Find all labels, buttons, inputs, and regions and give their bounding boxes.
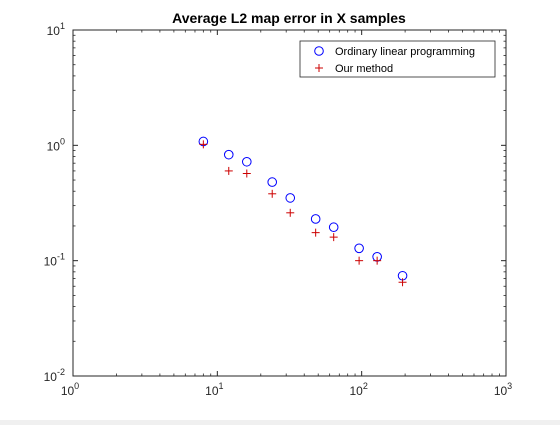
plus-marker: [242, 169, 251, 178]
plus-marker: [311, 228, 320, 237]
series-0: [198, 136, 408, 281]
legend-label: Ordinary linear programming: [335, 46, 475, 58]
legend-label: Our method: [335, 63, 393, 75]
series-1: [199, 140, 407, 287]
plus-marker: [373, 256, 382, 265]
plus-marker: [224, 166, 233, 175]
legend-marker: [314, 46, 324, 56]
circle-marker: [310, 214, 321, 224]
data-marks: [198, 136, 408, 287]
circle-marker: [267, 177, 278, 187]
plus-marker: [355, 256, 364, 265]
y-tick-label: 101: [47, 21, 65, 38]
plus-marker: [286, 208, 295, 217]
circle-marker: [223, 149, 234, 160]
legend-box: [299, 40, 496, 78]
y-tick-label: 10-2: [44, 367, 65, 384]
y-tick-label: 10-1: [44, 252, 65, 269]
legend-marker: [315, 64, 323, 72]
circle-marker: [241, 156, 252, 167]
circle-marker: [285, 193, 296, 203]
y-tick-label: 100: [47, 136, 65, 153]
plus-marker: [268, 189, 277, 198]
plus-marker: [329, 233, 338, 242]
circle-marker: [354, 243, 364, 254]
plus-marker: [199, 140, 208, 149]
plot-box: [72, 29, 507, 377]
circle-marker: [328, 222, 339, 233]
plus-marker: [398, 278, 407, 287]
chart-title: Average L2 map error in X samples: [172, 10, 406, 26]
legend: Ordinary linear programming Our method: [299, 40, 496, 78]
